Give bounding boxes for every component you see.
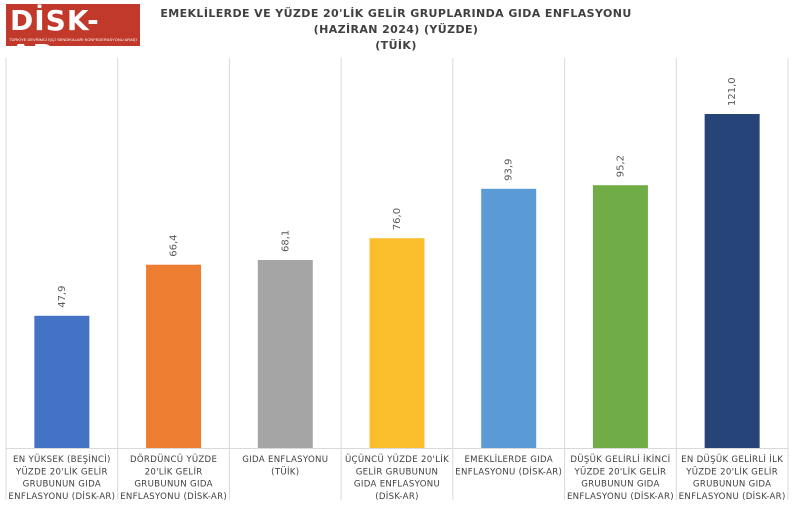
chart-title-line-1: EMEKLİLERDE VE YÜZDE 20'LİK GELİR GRUPLA… xyxy=(160,7,632,20)
logo-subtitle: TÜRKİYE DEVRİMCİ İŞÇİ SENDİKALARI KONFED… xyxy=(9,37,137,42)
data-label: 47,9 xyxy=(57,286,68,308)
chart-title-line-3: (TÜİK) xyxy=(375,39,417,52)
category-label: EN YÜKSEK (BEŞİNCİ) YÜZDE 20'LİK GELİR GRU… xyxy=(8,454,115,502)
category-label: EMEKLİLERDE GIDA ENFLASYONU (DİSK-AR) xyxy=(455,454,562,477)
bar xyxy=(704,114,760,448)
data-label: 121,0 xyxy=(727,77,738,106)
bar xyxy=(481,188,537,448)
category-label: GIDA ENFLASYONU (TÜİK) xyxy=(242,455,328,477)
data-label: 95,2 xyxy=(615,155,626,177)
data-label: 66,4 xyxy=(169,234,180,256)
bar xyxy=(34,315,90,448)
data-label: 93,9 xyxy=(504,159,515,181)
category-label: DÜŞÜK GELİRLİ İKİNCİ YÜZDE 20'LİK GELİR GR… xyxy=(567,454,674,502)
category-label: ÜÇÜNCÜ YÜZDE 20'LİK GELİR GRUBUNUN GIDA EN… xyxy=(345,454,449,502)
category-label: EN DÜŞÜK GELİRLİ İLK YÜZDE 20'LİK GELİR GR… xyxy=(679,454,786,502)
data-label: 76,0 xyxy=(392,208,403,230)
bar xyxy=(592,185,648,448)
data-label: 68,1 xyxy=(280,230,291,252)
chart-title-line-2: (HAZİRAN 2024) (YÜZDE) xyxy=(313,23,479,36)
disk-ar-logo: DİSK-AR TÜRKİYE DEVRİMCİ İŞÇİ SENDİKALAR… xyxy=(6,4,140,46)
chart-title: EMEKLİLERDE VE YÜZDE 20'LİK GELİR GRUPLA… xyxy=(150,6,642,54)
bar xyxy=(257,260,313,448)
bar xyxy=(146,264,202,448)
bar xyxy=(369,238,425,448)
logo-text: DİSK-AR xyxy=(10,4,100,46)
category-label: DÖRDÜNCÜ YÜZDE 20'LİK GELİR GRUBUNUN GIDA E… xyxy=(120,454,227,502)
